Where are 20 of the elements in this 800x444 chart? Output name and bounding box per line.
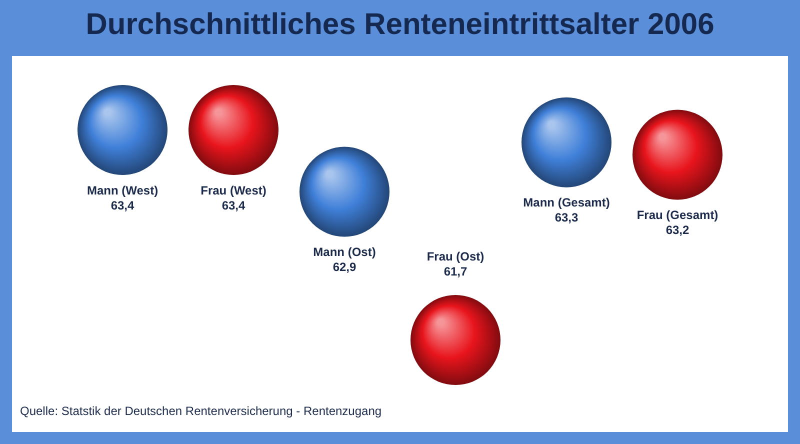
point xyxy=(300,146,390,237)
point xyxy=(522,97,612,188)
data-label: 62,9 xyxy=(332,260,356,274)
point xyxy=(78,85,168,175)
x-tick-label: Frau (Gesamt) xyxy=(636,208,718,222)
x-tick-label: Frau (Ost) xyxy=(426,249,484,264)
data-label: 63,4 xyxy=(110,198,134,212)
data-label: 63,2 xyxy=(666,223,690,238)
source-note: Quelle: Statstik der Deutschen Rentenversicherung - Rentenzugang xyxy=(20,404,382,418)
x-tick-label: Mann (Gesamt) xyxy=(523,196,610,210)
x-tick-label: Mann (West) xyxy=(86,183,158,198)
point xyxy=(188,85,278,175)
point xyxy=(632,110,722,200)
x-tick-label: Frau (West) xyxy=(200,183,266,198)
chart-title: Durchschnittliches Renteneintrittsalter 2006 xyxy=(84,8,716,42)
x-tick-label: Mann (Ost) xyxy=(313,245,376,260)
point xyxy=(410,295,500,385)
data-label: 63,4 xyxy=(222,198,246,212)
data-label: 61,7 xyxy=(444,264,468,278)
data-label: 63,3 xyxy=(554,210,578,225)
